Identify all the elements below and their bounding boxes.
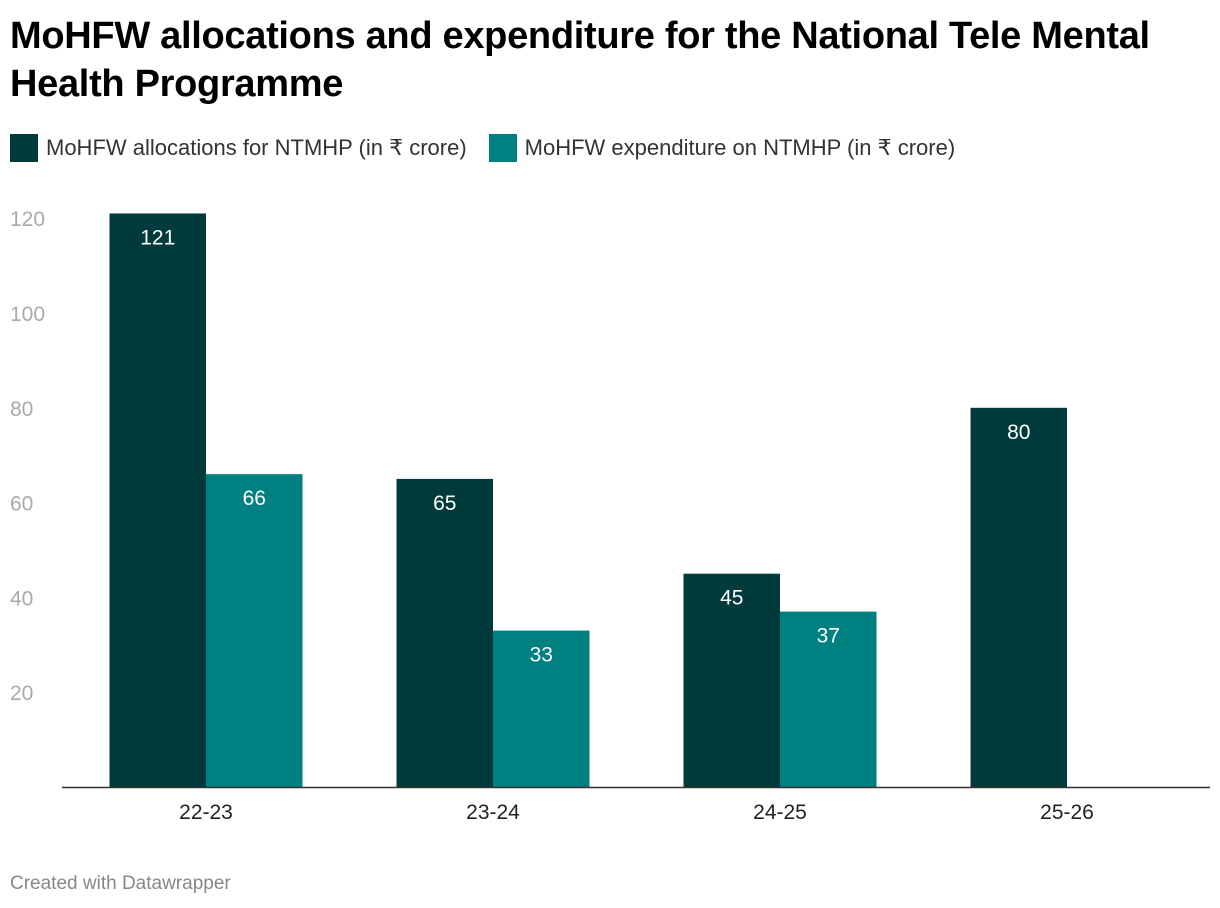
legend-swatch-expenditure	[488, 134, 517, 162]
y-tick-label: 40	[10, 587, 33, 610]
bar	[109, 213, 206, 787]
data-label: 33	[530, 644, 553, 667]
legend-item-expenditure: MoHFW expenditure on NTMHP (in ₹ crore)	[488, 134, 956, 162]
x-tick-label: 23-24	[466, 801, 520, 824]
bar	[683, 573, 780, 787]
y-tick-label: 120	[10, 208, 45, 231]
y-tick-label: 20	[10, 682, 33, 705]
data-label: 65	[433, 492, 456, 515]
legend-label-allocations: MoHFW allocations for NTMHP (in ₹ crore)	[46, 135, 467, 160]
legend-item-allocations: MoHFW allocations for NTMHP (in ₹ crore)	[10, 134, 467, 162]
bar	[970, 407, 1067, 787]
y-tick-label: 80	[10, 398, 33, 421]
bar	[493, 630, 590, 787]
data-label: 66	[243, 487, 266, 510]
x-tick-label: 25-26	[1040, 801, 1094, 824]
legend: MoHFW allocations for NTMHP (in ₹ crore)…	[10, 134, 977, 162]
legend-label-expenditure: MoHFW expenditure on NTMHP (in ₹ crore)	[524, 135, 956, 160]
y-tick-label: 100	[10, 303, 45, 326]
data-label: 45	[720, 587, 743, 610]
data-label: 80	[1007, 421, 1030, 444]
data-label: 121	[140, 226, 175, 249]
x-tick-label: 22-23	[179, 801, 233, 824]
bar	[206, 474, 303, 787]
bar	[780, 611, 877, 787]
legend-swatch-allocations	[10, 134, 38, 162]
y-tick-label: 60	[10, 493, 33, 516]
bar	[396, 478, 493, 787]
data-label: 37	[817, 625, 840, 648]
chart-title: MoHFW allocations and expenditure for th…	[10, 15, 1150, 105]
x-tick-label: 24-25	[753, 801, 807, 824]
footer-credit: Created with Datawrapper	[10, 873, 231, 894]
